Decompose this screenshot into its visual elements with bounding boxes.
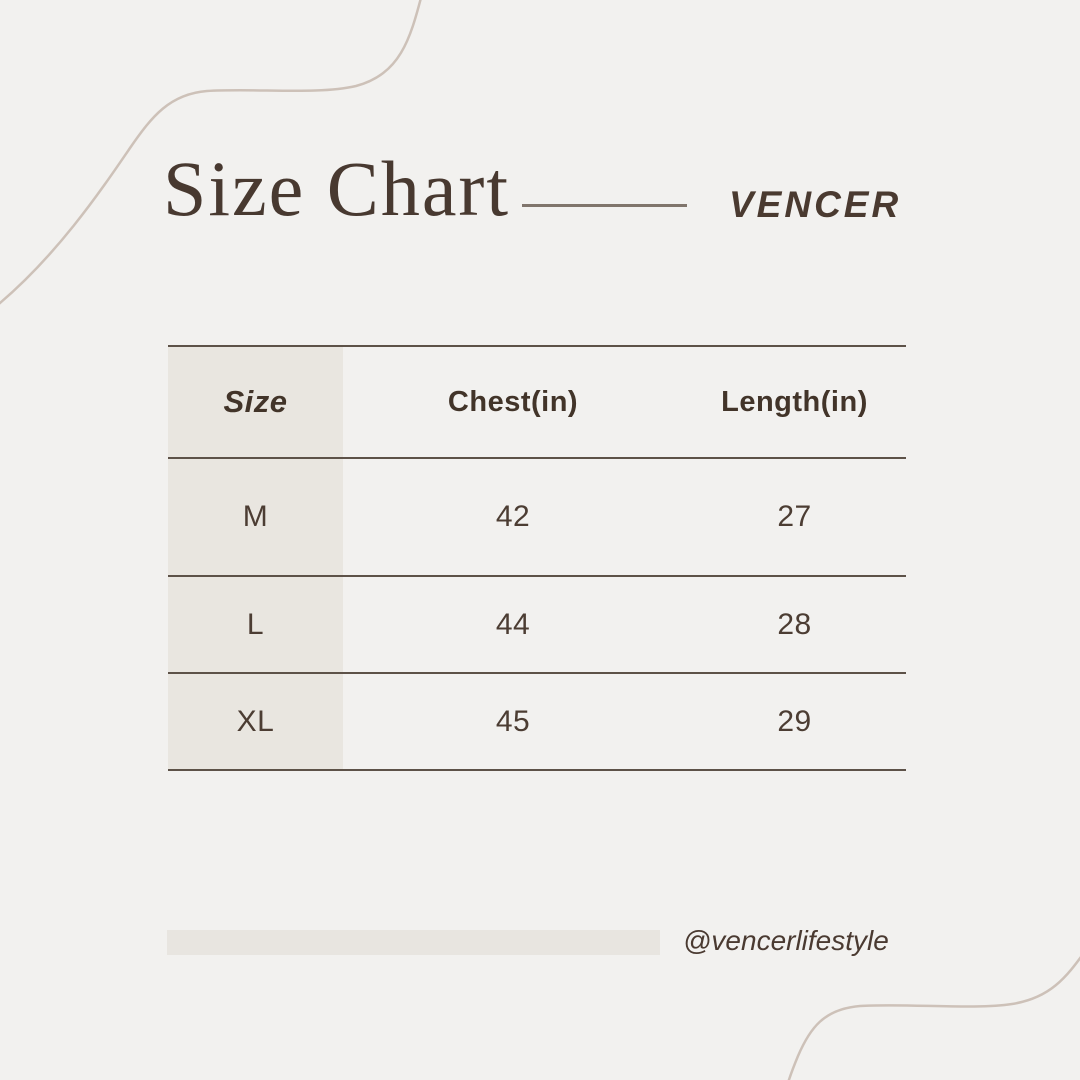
- decorative-curve-bottom-right: [787, 956, 1080, 1080]
- column-header-size: Size: [168, 347, 343, 457]
- table-row: XL 45 29: [168, 674, 906, 771]
- column-header-chest: Chest(in): [447, 385, 579, 418]
- brand-name: VENCER: [729, 184, 902, 225]
- table-row: M 42 27: [168, 459, 906, 577]
- column-header-length: Length(in): [721, 385, 868, 418]
- length-cell: 29: [777, 704, 812, 738]
- footer-accent-bar: [167, 930, 660, 955]
- social-handle: @vencerlifestyle: [683, 925, 889, 956]
- size-cell: M: [168, 459, 343, 575]
- length-cell: 28: [777, 607, 812, 641]
- table-header-row: Size Chest(in) Length(in): [168, 347, 906, 459]
- page-title: Size Chart: [163, 145, 511, 232]
- chest-cell: 44: [495, 607, 531, 641]
- chest-cell: 42: [495, 500, 531, 533]
- size-cell: L: [168, 577, 343, 672]
- title-divider-line: [522, 204, 687, 207]
- size-cell: XL: [168, 674, 343, 769]
- table-row: L 44 28: [168, 577, 906, 674]
- chest-cell: 45: [495, 704, 531, 738]
- size-chart-table: Size Chest(in) Length(in) M 42 27 L 44 2…: [168, 345, 906, 771]
- length-cell: 27: [777, 500, 812, 533]
